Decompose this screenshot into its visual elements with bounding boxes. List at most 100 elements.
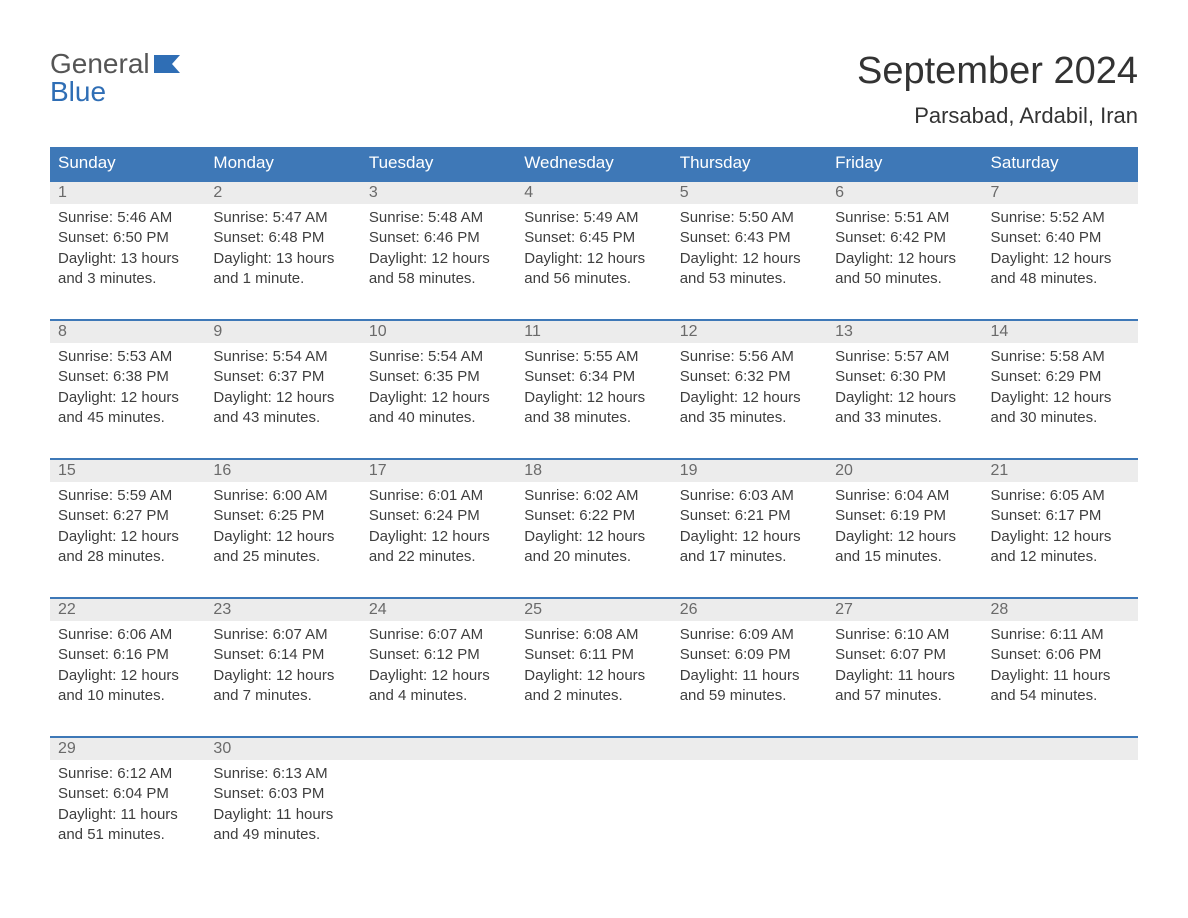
weekday-header: Friday <box>827 147 982 181</box>
d2-text: and 59 minutes. <box>680 686 819 706</box>
day-number: 2 <box>205 181 360 205</box>
d2-text: and 2 minutes. <box>524 686 663 706</box>
day-number: 4 <box>516 181 671 205</box>
sunrise-text: Sunrise: 6:10 AM <box>835 625 974 645</box>
day-cell: Sunrise: 5:57 AMSunset: 6:30 PMDaylight:… <box>827 343 982 459</box>
sunrise-text: Sunrise: 6:08 AM <box>524 625 663 645</box>
sunset-text: Sunset: 6:29 PM <box>991 367 1130 387</box>
day-number: 20 <box>827 459 982 482</box>
d2-text: and 28 minutes. <box>58 547 197 567</box>
d1-text: Daylight: 11 hours <box>991 666 1130 686</box>
d1-text: Daylight: 12 hours <box>524 527 663 547</box>
sunset-text: Sunset: 6:25 PM <box>213 506 352 526</box>
day-number <box>672 737 827 760</box>
weekday-header: Thursday <box>672 147 827 181</box>
sunset-text: Sunset: 6:48 PM <box>213 228 352 248</box>
sunset-text: Sunset: 6:34 PM <box>524 367 663 387</box>
d2-text: and 7 minutes. <box>213 686 352 706</box>
day-number: 5 <box>672 181 827 205</box>
sunset-text: Sunset: 6:04 PM <box>58 784 197 804</box>
day-cell: Sunrise: 6:13 AMSunset: 6:03 PMDaylight:… <box>205 760 360 876</box>
day-body-row: Sunrise: 5:59 AMSunset: 6:27 PMDaylight:… <box>50 482 1138 598</box>
day-number: 10 <box>361 320 516 343</box>
d1-text: Daylight: 11 hours <box>835 666 974 686</box>
day-number: 24 <box>361 598 516 621</box>
weekday-header: Monday <box>205 147 360 181</box>
d2-text: and 43 minutes. <box>213 408 352 428</box>
header: General Blue September 2024 Parsabad, Ar… <box>50 50 1138 137</box>
sunrise-text: Sunrise: 6:03 AM <box>680 486 819 506</box>
day-cell <box>672 760 827 876</box>
month-title: September 2024 <box>857 50 1138 93</box>
d2-text: and 20 minutes. <box>524 547 663 567</box>
d1-text: Daylight: 12 hours <box>213 666 352 686</box>
weekday-header-row: Sunday Monday Tuesday Wednesday Thursday… <box>50 147 1138 181</box>
day-number: 3 <box>361 181 516 205</box>
d1-text: Daylight: 12 hours <box>58 527 197 547</box>
day-number: 30 <box>205 737 360 760</box>
brand-line1: General <box>50 50 150 78</box>
d2-text: and 17 minutes. <box>680 547 819 567</box>
day-cell: Sunrise: 6:05 AMSunset: 6:17 PMDaylight:… <box>983 482 1138 598</box>
sunrise-text: Sunrise: 5:58 AM <box>991 347 1130 367</box>
day-cell: Sunrise: 5:46 AMSunset: 6:50 PMDaylight:… <box>50 204 205 320</box>
day-cell: Sunrise: 5:51 AMSunset: 6:42 PMDaylight:… <box>827 204 982 320</box>
day-number-row: 891011121314 <box>50 320 1138 343</box>
day-cell: Sunrise: 5:49 AMSunset: 6:45 PMDaylight:… <box>516 204 671 320</box>
sunset-text: Sunset: 6:40 PM <box>991 228 1130 248</box>
d2-text: and 51 minutes. <box>58 825 197 845</box>
day-number: 14 <box>983 320 1138 343</box>
sunrise-text: Sunrise: 5:59 AM <box>58 486 197 506</box>
d2-text: and 12 minutes. <box>991 547 1130 567</box>
d1-text: Daylight: 13 hours <box>213 249 352 269</box>
sunrise-text: Sunrise: 6:07 AM <box>369 625 508 645</box>
day-body-row: Sunrise: 6:12 AMSunset: 6:04 PMDaylight:… <box>50 760 1138 876</box>
d1-text: Daylight: 12 hours <box>58 666 197 686</box>
sunset-text: Sunset: 6:50 PM <box>58 228 197 248</box>
day-number-row: 1234567 <box>50 181 1138 205</box>
d1-text: Daylight: 11 hours <box>680 666 819 686</box>
location: Parsabad, Ardabil, Iran <box>857 103 1138 129</box>
sunset-text: Sunset: 6:19 PM <box>835 506 974 526</box>
day-number: 18 <box>516 459 671 482</box>
d1-text: Daylight: 12 hours <box>524 249 663 269</box>
day-cell: Sunrise: 5:52 AMSunset: 6:40 PMDaylight:… <box>983 204 1138 320</box>
sunset-text: Sunset: 6:24 PM <box>369 506 508 526</box>
day-cell <box>827 760 982 876</box>
sunset-text: Sunset: 6:17 PM <box>991 506 1130 526</box>
sunrise-text: Sunrise: 5:48 AM <box>369 208 508 228</box>
d2-text: and 49 minutes. <box>213 825 352 845</box>
day-number: 6 <box>827 181 982 205</box>
day-number <box>983 737 1138 760</box>
sunset-text: Sunset: 6:42 PM <box>835 228 974 248</box>
sunrise-text: Sunrise: 6:13 AM <box>213 764 352 784</box>
day-number: 17 <box>361 459 516 482</box>
d2-text: and 15 minutes. <box>835 547 974 567</box>
sunrise-text: Sunrise: 5:46 AM <box>58 208 197 228</box>
sunrise-text: Sunrise: 6:09 AM <box>680 625 819 645</box>
calendar-table: Sunday Monday Tuesday Wednesday Thursday… <box>50 147 1138 876</box>
weekday-header: Wednesday <box>516 147 671 181</box>
sunset-text: Sunset: 6:22 PM <box>524 506 663 526</box>
title-block: September 2024 Parsabad, Ardabil, Iran <box>857 50 1138 137</box>
sunrise-text: Sunrise: 5:54 AM <box>369 347 508 367</box>
day-cell: Sunrise: 5:50 AMSunset: 6:43 PMDaylight:… <box>672 204 827 320</box>
sunrise-text: Sunrise: 6:07 AM <box>213 625 352 645</box>
day-cell: Sunrise: 6:07 AMSunset: 6:12 PMDaylight:… <box>361 621 516 737</box>
d1-text: Daylight: 12 hours <box>991 388 1130 408</box>
sunset-text: Sunset: 6:37 PM <box>213 367 352 387</box>
d1-text: Daylight: 12 hours <box>835 249 974 269</box>
sunset-text: Sunset: 6:35 PM <box>369 367 508 387</box>
day-cell: Sunrise: 5:54 AMSunset: 6:37 PMDaylight:… <box>205 343 360 459</box>
d2-text: and 10 minutes. <box>58 686 197 706</box>
d2-text: and 33 minutes. <box>835 408 974 428</box>
day-number: 11 <box>516 320 671 343</box>
day-cell: Sunrise: 6:10 AMSunset: 6:07 PMDaylight:… <box>827 621 982 737</box>
sunset-text: Sunset: 6:07 PM <box>835 645 974 665</box>
d2-text: and 56 minutes. <box>524 269 663 289</box>
day-number: 23 <box>205 598 360 621</box>
d1-text: Daylight: 12 hours <box>524 666 663 686</box>
day-number <box>361 737 516 760</box>
sunset-text: Sunset: 6:27 PM <box>58 506 197 526</box>
sunset-text: Sunset: 6:38 PM <box>58 367 197 387</box>
